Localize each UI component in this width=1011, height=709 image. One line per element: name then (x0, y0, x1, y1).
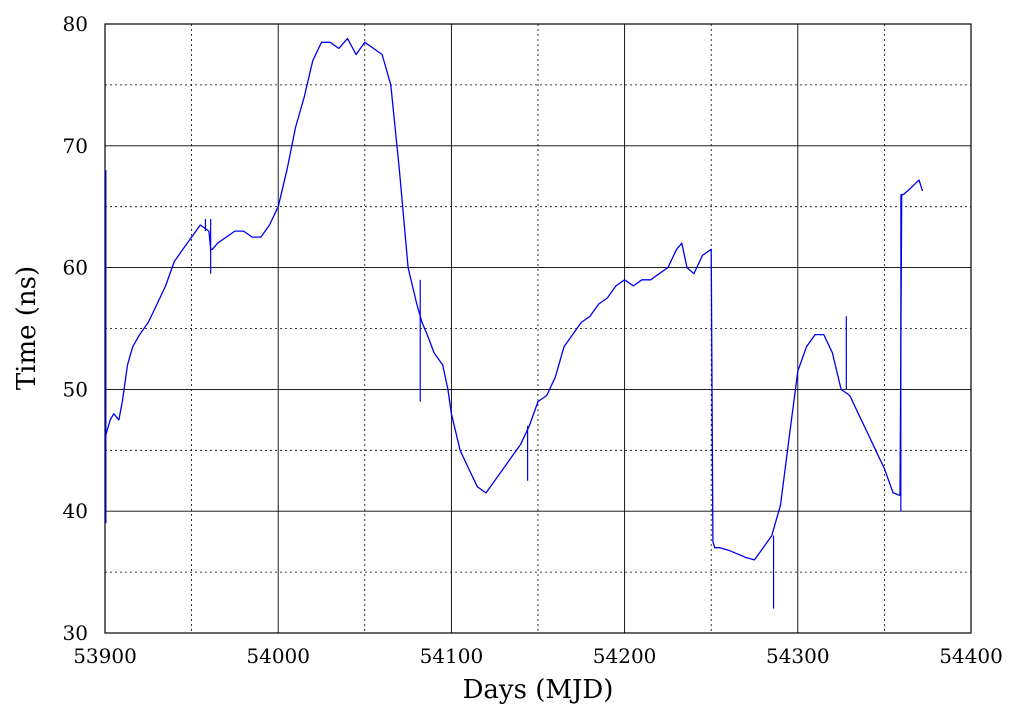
x-tick-label: 54000 (246, 644, 310, 668)
series-line (104, 37, 924, 561)
x-tick-label: 53900 (73, 644, 137, 668)
x-axis-label: Days (MJD) (463, 675, 614, 705)
y-tick-label: 50 (63, 377, 88, 401)
x-tick-label: 54100 (420, 644, 484, 668)
tick-labels: 53900 54000 54100 54200 54300 54400 30 40 50 60 70… (63, 12, 1003, 668)
x-tick-label: 54200 (593, 644, 657, 668)
grid (104, 23, 972, 634)
x-tick-label: 54400 (939, 644, 1003, 668)
y-tick-label: 70 (63, 134, 88, 158)
y-axis-label: Time (ns) (12, 266, 42, 390)
y-tick-label: 60 (63, 256, 88, 280)
plot-frame (104, 23, 972, 634)
y-tick-label: 30 (63, 621, 88, 645)
series-layer (104, 37, 924, 609)
y-tick-label: 80 (63, 12, 88, 36)
y-tick-label: 40 (63, 499, 88, 523)
x-tick-label: 54300 (766, 644, 830, 668)
